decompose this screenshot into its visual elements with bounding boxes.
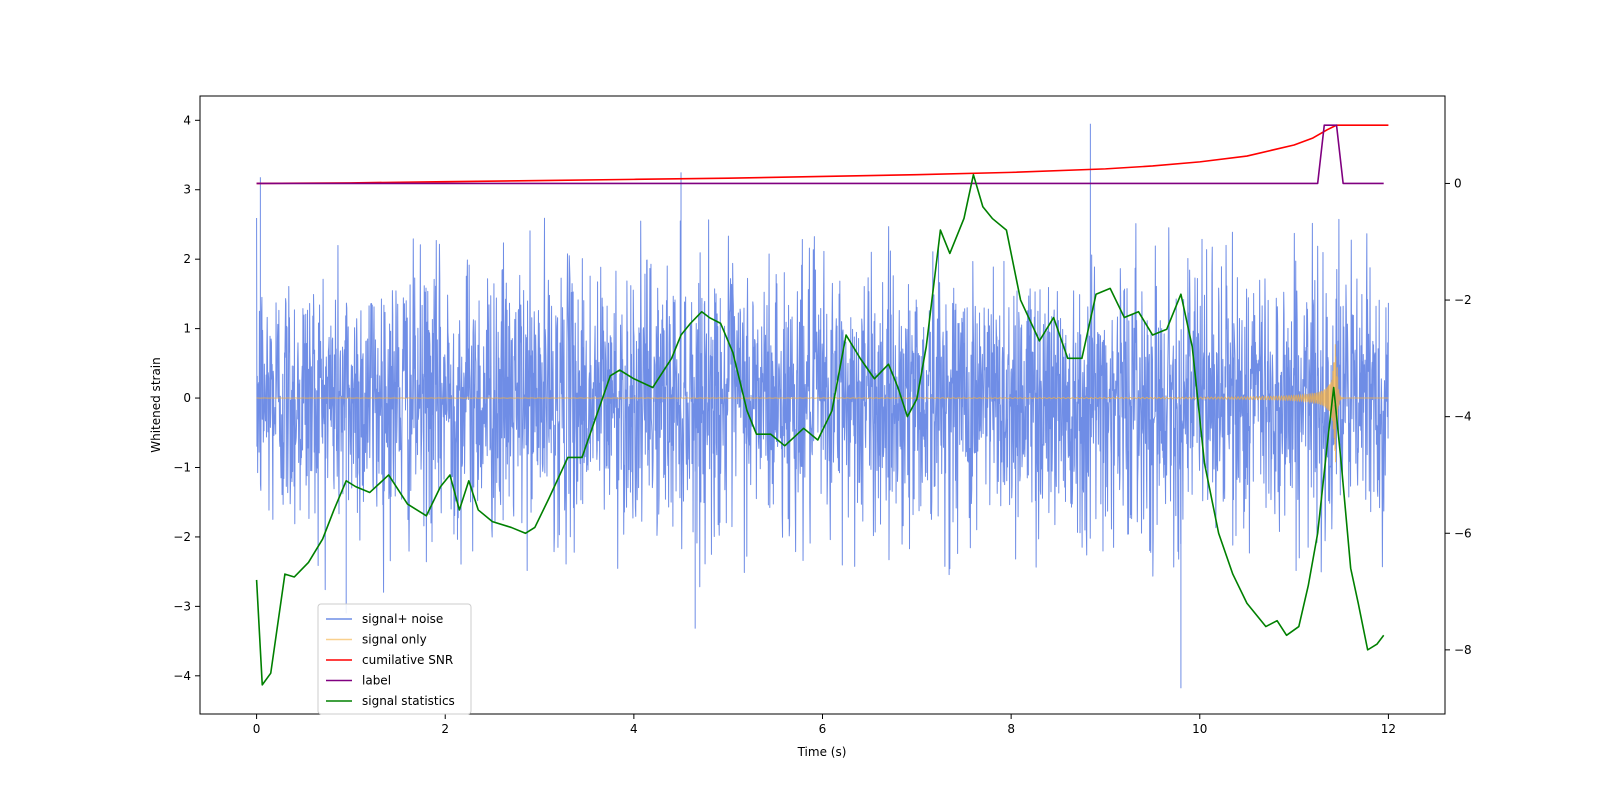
y-tick-label: 3 [183,183,191,197]
y-axis-label: Whitened strain [149,357,163,453]
legend-label: cumilative SNR [362,653,453,667]
x-axis: 0 2 4 6 8 10 12 [253,714,1396,736]
y2-tick-label: 0 [1454,176,1462,190]
x-tick-label: 4 [630,722,638,736]
y-tick-label: 0 [183,391,191,405]
x-tick-label: 8 [1007,722,1015,736]
legend-label: signal only [362,633,427,647]
y2-tick-label: −4 [1454,410,1472,424]
x-tick-label: 6 [819,722,827,736]
legend-label: signal statistics [362,694,455,708]
y2-tick-label: −6 [1454,526,1472,540]
y-tick-label: 1 [183,322,191,336]
legend-label: signal+ noise [362,612,443,626]
series-signal-only [256,344,1389,463]
legend-label: label [362,674,391,688]
y-tick-label: −1 [173,460,191,474]
y-axis-left: −4 −3 −2 −1 0 1 2 3 4 [173,113,200,683]
legend-box [317,603,472,715]
y-tick-label: 4 [183,113,191,127]
legend[interactable]: signal+ noise signal only cumilative SNR la… [317,603,472,715]
x-tick-label: 0 [253,722,261,736]
x-tick-label: 10 [1192,722,1207,736]
y-axis-right: −8 −6 −4 −2 0 [1445,176,1472,657]
x-axis-label: Time (s) [797,745,847,759]
series-signal-statistics [255,173,1385,686]
y-tick-label: −3 [173,599,191,613]
x-tick-label: 2 [441,722,449,736]
series-signal-noise [256,217,1389,593]
x-tick-label: 12 [1381,722,1396,736]
y2-tick-label: −2 [1454,293,1472,307]
series-cumulative-snr [256,124,1389,185]
y2-tick-label: −8 [1454,643,1472,657]
series-layer [255,123,1389,689]
y-tick-label: −2 [173,530,191,544]
y-tick-label: −4 [173,669,191,683]
y-tick-label: 2 [183,252,191,266]
series-label [256,124,1384,185]
